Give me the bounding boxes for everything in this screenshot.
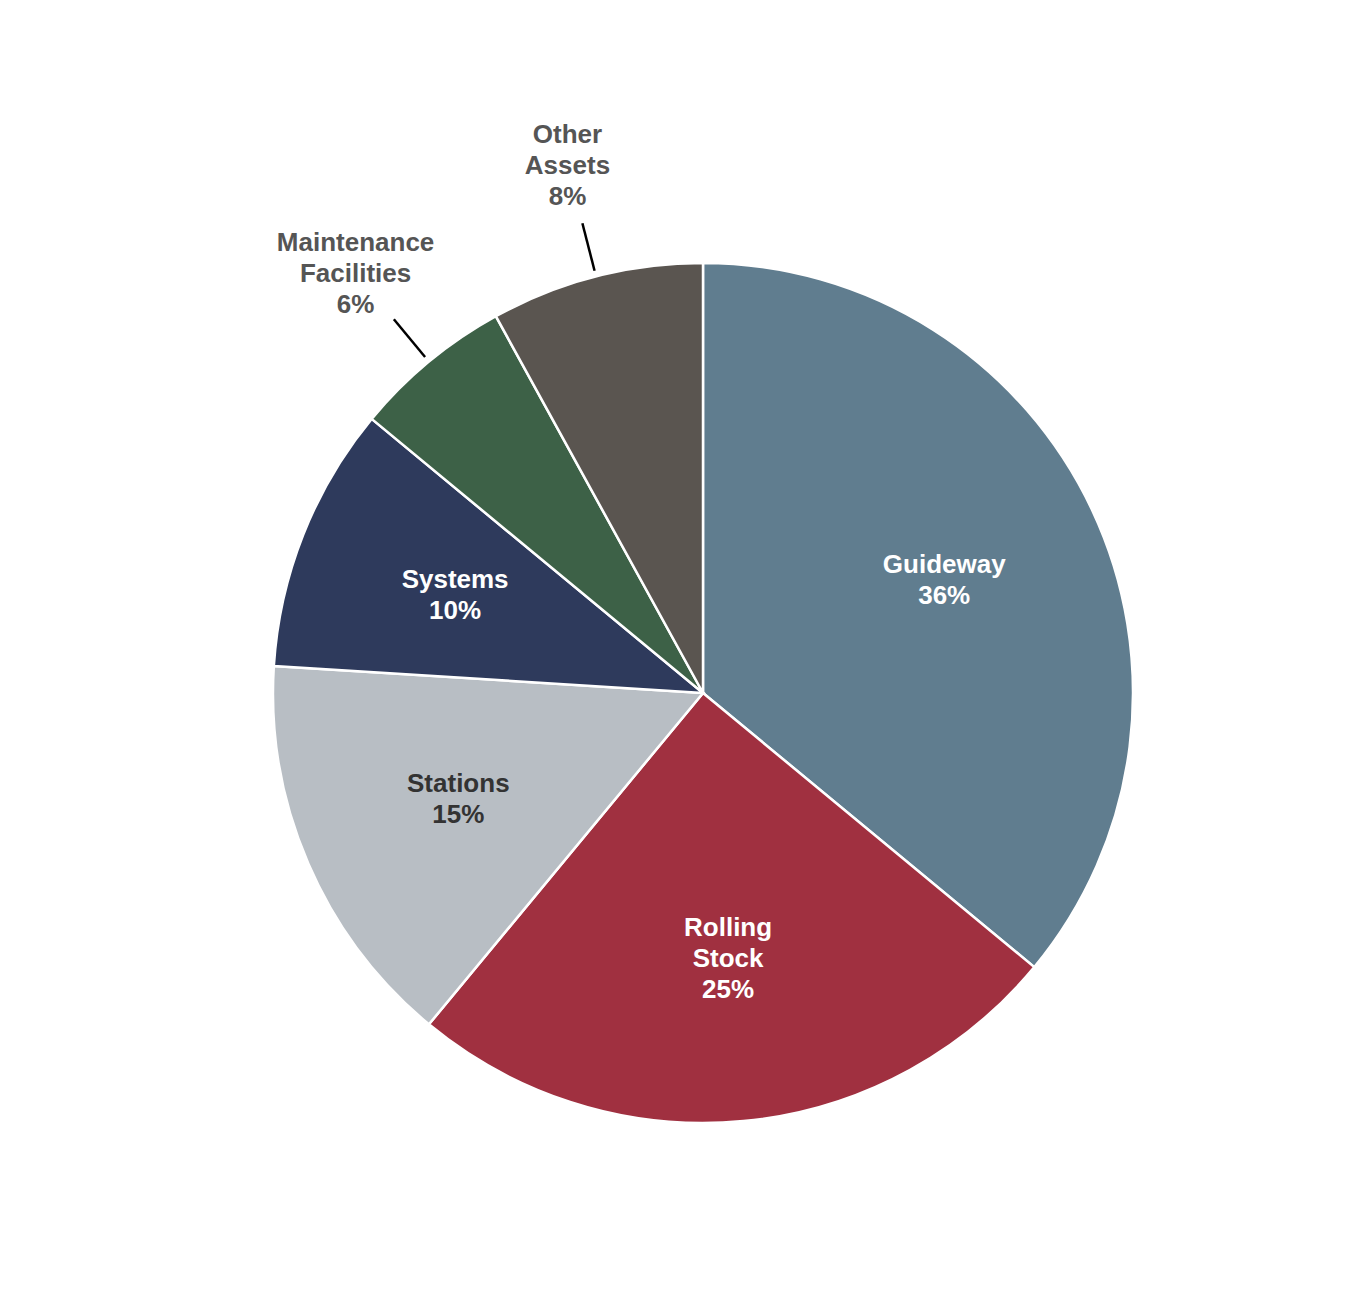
svg-text:Systems10%: Systems10%: [402, 564, 509, 625]
svg-text:RollingStock25%: RollingStock25%: [684, 912, 772, 1004]
svg-text:OtherAssets8%: OtherAssets8%: [525, 119, 610, 211]
svg-text:Stations15%: Stations15%: [407, 768, 510, 829]
svg-text:Guideway36%: Guideway36%: [883, 549, 1006, 610]
svg-text:MaintenanceFacilities6%: MaintenanceFacilities6%: [277, 227, 435, 319]
